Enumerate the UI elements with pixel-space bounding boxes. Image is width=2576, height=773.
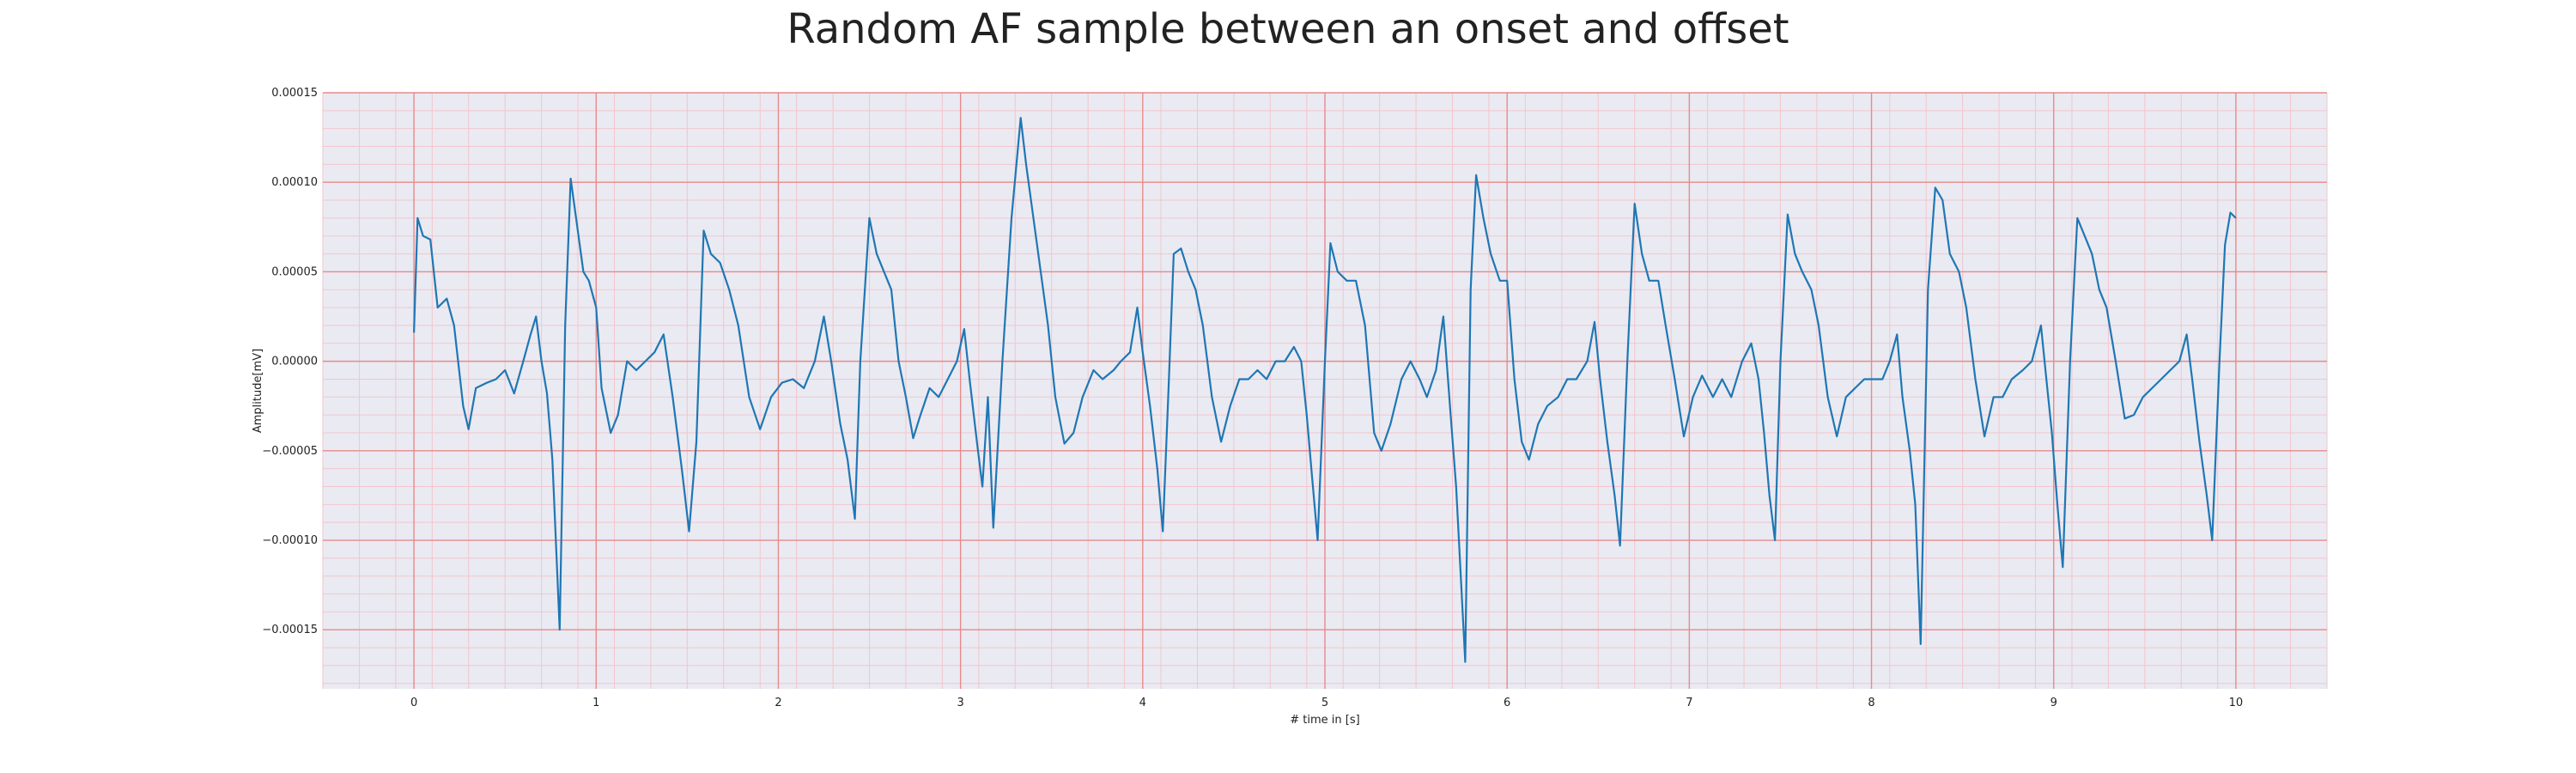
x-tick-label: 1: [592, 697, 599, 709]
x-tick-label: 3: [957, 697, 963, 709]
chart-title: Random AF sample between an onset and of…: [787, 5, 1789, 53]
y-tick-label: −0.00005: [262, 445, 318, 458]
y-axis-ticks: −0.00015 −0.00010 −0.00005 0.00000 0.00005 0.…: [262, 87, 318, 636]
x-tick-label: 4: [1139, 697, 1146, 709]
y-tick-label: −0.00010: [262, 534, 318, 547]
y-axis-label: Amplitude[mV]: [252, 349, 264, 433]
y-tick-label: 0.00005: [271, 265, 318, 278]
x-tick-label: 2: [775, 697, 781, 709]
y-tick-label: 0.00015: [271, 87, 318, 100]
x-axis-ticks: 0 1 2 3 4 5 6 7 8 9 10: [410, 697, 2243, 709]
major-grid: [323, 92, 2327, 689]
x-axis-label: # time in [s]: [1290, 714, 1359, 727]
x-tick-label: 8: [1868, 697, 1874, 709]
amplitude-series-line: [413, 117, 2237, 663]
y-tick-label: 0.00010: [271, 176, 318, 189]
x-tick-label: 0: [410, 697, 417, 709]
x-tick-label: 7: [1686, 697, 1692, 709]
y-tick-label: 0.00000: [271, 356, 318, 368]
x-tick-label: 6: [1504, 697, 1510, 709]
x-tick-label: 10: [2229, 697, 2244, 709]
x-tick-label: 9: [2050, 697, 2057, 709]
y-tick-label: −0.00015: [262, 624, 318, 636]
x-tick-label: 5: [1321, 697, 1328, 709]
